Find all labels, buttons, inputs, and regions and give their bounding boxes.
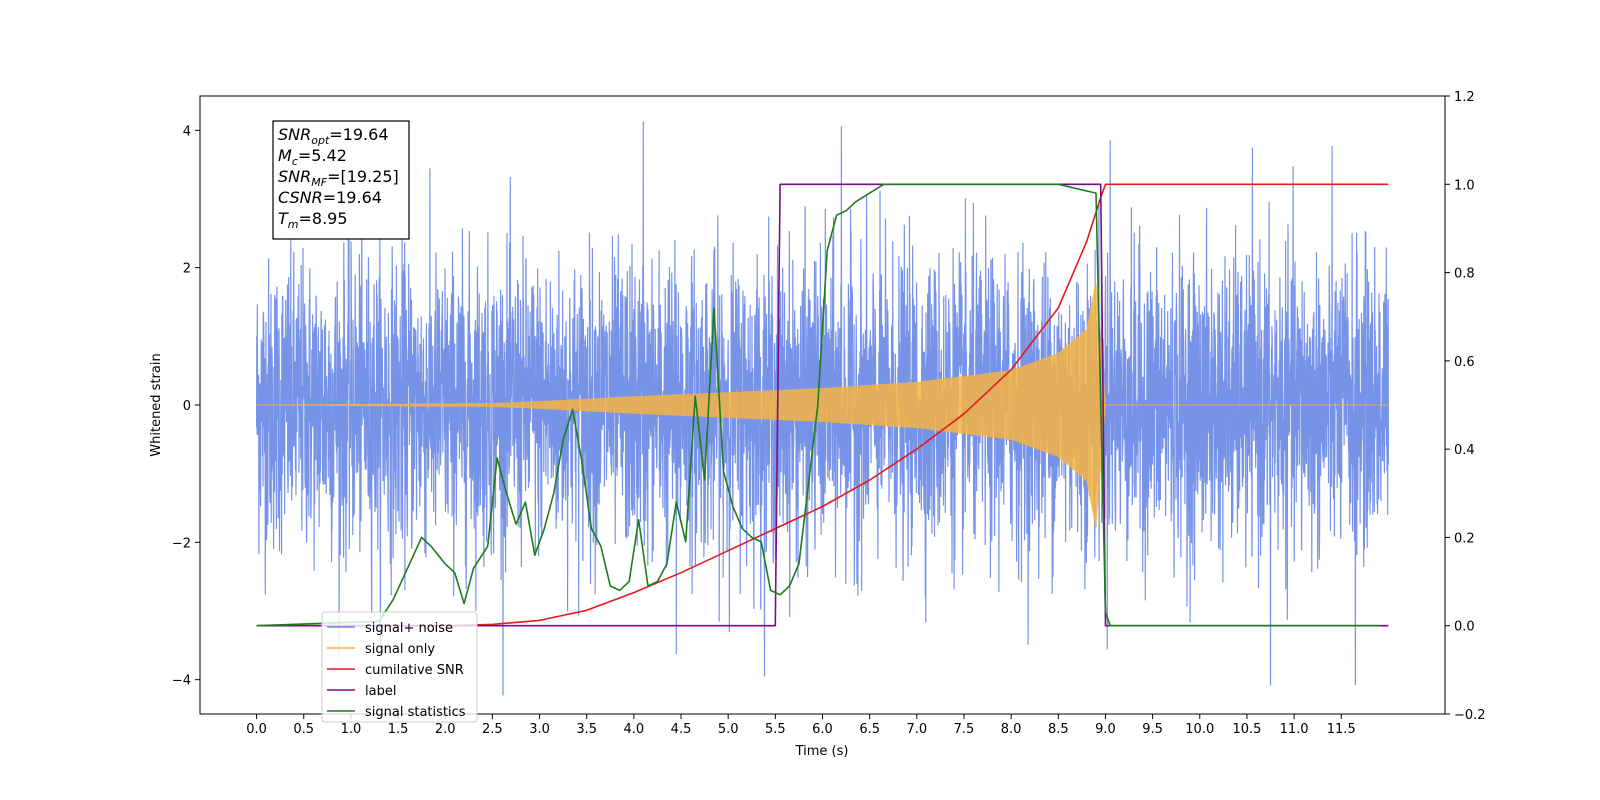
x-tick-label: 1.0 (341, 722, 362, 737)
x-tick-label: 0.5 (293, 722, 314, 737)
x-tick-label: 6.5 (859, 722, 880, 737)
legend-frame (321, 611, 478, 723)
y2-tick-label: 0.2 (1454, 531, 1475, 546)
x-axis-label: Time (s) (795, 744, 849, 759)
series-line-signal-noise (256, 121, 1389, 696)
x-tick-label: 10.0 (1185, 722, 1214, 737)
x-tick-label: 7.5 (954, 722, 975, 737)
ticks-layer: 0.0 0.5 1.0 1.5 2.0 2.5 3.0 3.5 4.0 4.5 5.0 5.5 6.0 6… (172, 90, 1486, 737)
y2-tick-label: 0.0 (1454, 620, 1475, 635)
legend-label: signal+ noise (365, 621, 453, 636)
series-layer (256, 121, 1389, 696)
y2-tick-label: −0.2 (1454, 708, 1486, 723)
x-tick-label: 3.0 (529, 722, 550, 737)
x-tick-label: 10.5 (1232, 722, 1261, 737)
y-axis-label: Whitened strain (149, 353, 164, 456)
x-tick-label: 1.5 (388, 722, 409, 737)
x-tick-label: 3.5 (576, 722, 597, 737)
legend-label: signal statistics (365, 705, 466, 720)
annotation-line: Tm=8.95 (278, 209, 348, 231)
y-tick-label: 0 (183, 399, 191, 414)
y2-tick-label: 0.6 (1454, 355, 1475, 370)
y-tick-label: −2 (172, 536, 191, 551)
x-tick-label: 4.5 (671, 722, 692, 737)
y2-tick-label: 1.0 (1454, 178, 1475, 193)
y2-tick-label: 0.8 (1454, 267, 1475, 282)
x-tick-label: 6.0 (812, 722, 833, 737)
x-tick-label: 11.0 (1280, 722, 1309, 737)
series-line-signal-only (256, 281, 1389, 528)
x-tick-label: 2.5 (482, 722, 503, 737)
y-tick-label: 4 (183, 124, 191, 139)
y-tick-label: −4 (172, 674, 191, 689)
x-tick-label: 11.5 (1327, 722, 1356, 737)
legend-label: label (365, 684, 396, 699)
y2-tick-label: 1.2 (1454, 90, 1475, 105)
x-tick-label: 0.0 (246, 722, 267, 737)
y2-tick-label: 0.4 (1454, 443, 1475, 458)
legend-label: cumilative SNR (365, 663, 464, 678)
annotation-line: SNRMF=[19.25] (278, 167, 399, 189)
x-tick-label: 4.0 (624, 722, 645, 737)
legend: signal+ noise signal only cumilative SNR la… (321, 611, 478, 723)
annotation-line: SNRopt=19.64 (278, 125, 389, 147)
legend-label: signal only (365, 642, 435, 657)
annotation-frame (272, 120, 410, 240)
annotation-line: Mc=5.42 (278, 146, 347, 168)
x-tick-label: 5.5 (765, 722, 786, 737)
annotation-line: CSNR=19.64 (278, 188, 382, 207)
x-tick-label: 8.5 (1048, 722, 1069, 737)
annotation-box: SNRopt=19.64Mc=5.42SNRMF=[19.25]CSNR=19.… (272, 120, 410, 240)
x-tick-label: 7.0 (906, 722, 927, 737)
series-line-cumilative-snr (256, 183, 1389, 627)
x-tick-label: 2.0 (435, 722, 456, 737)
x-tick-label: 8.0 (1001, 722, 1022, 737)
y-tick-label: 2 (183, 262, 191, 277)
x-tick-label: 9.5 (1142, 722, 1163, 737)
x-tick-label: 5.0 (718, 722, 739, 737)
x-tick-label: 9.0 (1095, 722, 1116, 737)
series-line-signal-statistics (256, 183, 1379, 627)
